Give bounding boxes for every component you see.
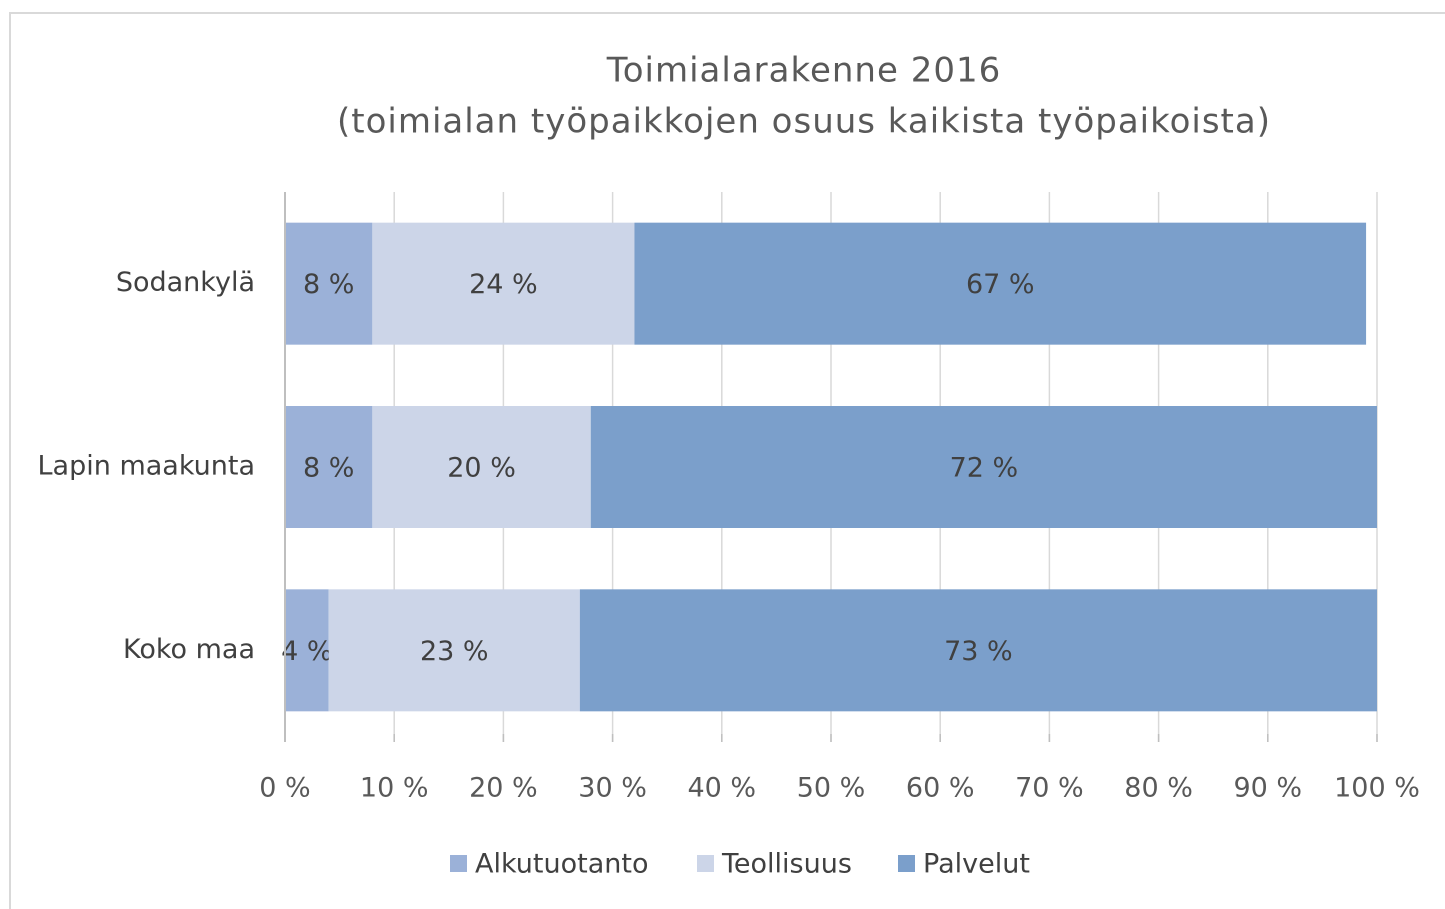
x-tick-label: 100 % (1334, 773, 1420, 804)
chart-title: Toimialarakenne 2016 (606, 51, 1001, 91)
x-tick-label: 30 % (578, 773, 647, 804)
data-label: 8 % (303, 269, 354, 300)
legend-swatch (450, 855, 467, 872)
data-label: 72 % (950, 453, 1019, 484)
bar-segment (579, 589, 1377, 712)
y-tick-label: Koko maa (123, 634, 255, 665)
bar-segment (372, 222, 635, 345)
bar-segment (328, 589, 580, 712)
data-label: 20 % (447, 453, 516, 484)
x-tick-label: 50 % (797, 773, 866, 804)
data-label: 67 % (966, 269, 1035, 300)
data-label: 8 % (303, 453, 354, 484)
x-tick-label: 80 % (1124, 773, 1193, 804)
bar-segment (285, 222, 373, 345)
x-tick-label: 70 % (1015, 773, 1084, 804)
y-tick-label: Sodankylä (116, 267, 255, 298)
x-tick-label: 0 % (259, 773, 310, 804)
x-tick-label: 40 % (687, 773, 756, 804)
x-tick-label: 90 % (1233, 773, 1302, 804)
bar-segment (285, 589, 329, 712)
data-label: 24 % (469, 269, 538, 300)
bar-segment (285, 406, 373, 528)
chart-subtitle: (toimialan työpaikkojen osuus kaikista t… (337, 102, 1271, 142)
bar-segment (372, 406, 591, 528)
bar-segment (590, 406, 1377, 528)
legend-swatch (898, 855, 915, 872)
legend-swatch (697, 855, 714, 872)
x-tick-label: 10 % (360, 773, 429, 804)
legend-label: Palvelut (923, 849, 1030, 880)
data-label: 4 % (281, 636, 332, 667)
x-tick-label: 20 % (469, 773, 538, 804)
chart-frame (9, 12, 1445, 909)
legend-label: Alkutuotanto (475, 849, 648, 880)
data-label: 23 % (420, 636, 489, 667)
x-tick-label: 60 % (906, 773, 975, 804)
y-tick-label: Lapin maakunta (38, 451, 255, 482)
bar-segment (634, 222, 1367, 345)
legend-label: Teollisuus (721, 849, 852, 880)
data-label: 73 % (944, 636, 1013, 667)
